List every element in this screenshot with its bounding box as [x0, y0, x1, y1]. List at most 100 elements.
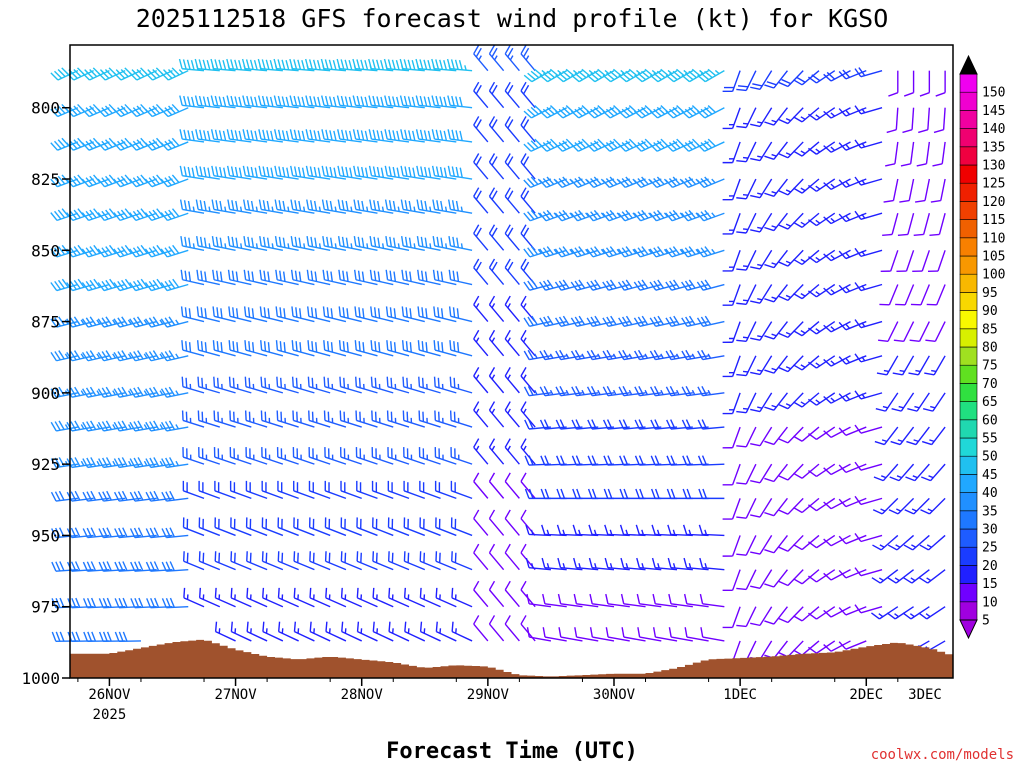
wind-barb: [919, 70, 931, 97]
wind-barb: [570, 246, 599, 258]
wind-barb: [431, 165, 457, 180]
colorbar-swatch: [959, 201, 978, 220]
wind-barb: [324, 517, 347, 537]
colorbar-label: 5: [982, 614, 990, 629]
wind-barb: [892, 355, 915, 376]
wind-barb: [258, 165, 283, 180]
wind-barb: [891, 392, 915, 412]
wind-barb: [277, 621, 299, 642]
y-tick-label: 950: [31, 526, 60, 545]
wind-barb: [244, 410, 268, 428]
wind-barb: [696, 138, 725, 152]
wind-barb: [910, 284, 930, 306]
wind-barb: [242, 95, 268, 109]
wind-barb: [750, 355, 773, 376]
wind-barb: [246, 621, 268, 642]
wind-barb: [854, 353, 883, 363]
wind-barb: [447, 95, 473, 109]
colorbar-swatch: [959, 474, 978, 493]
wind-barb: [212, 306, 236, 323]
wind-barb: [736, 70, 757, 92]
wind-barb: [293, 480, 315, 500]
wind-barb: [885, 141, 899, 167]
wind-barb: [261, 517, 284, 537]
wind-barb: [473, 116, 489, 143]
colorbar-label: 45: [982, 468, 998, 483]
wind-barb: [854, 495, 883, 506]
wind-barb: [504, 615, 520, 642]
wind-barb: [893, 321, 915, 342]
wind-barb: [554, 176, 583, 189]
wind-barb: [179, 95, 205, 109]
wind-barb: [447, 199, 473, 214]
wind-barb: [541, 557, 567, 571]
wind-barb: [160, 103, 189, 118]
colorbar-swatch: [959, 419, 978, 439]
wind-barb: [750, 141, 773, 162]
wind-barb: [722, 212, 741, 235]
wind-barb: [764, 70, 788, 89]
wind-barb: [793, 178, 820, 194]
wind-barb: [340, 587, 362, 608]
wind-barb: [722, 141, 741, 164]
wind-barb: [793, 392, 820, 408]
wind-barb: [356, 517, 378, 537]
wind-barb: [897, 213, 915, 237]
wind-barb: [340, 551, 362, 571]
wind-barb: [736, 107, 757, 129]
wind-barb: [289, 95, 315, 109]
wind-barb: [353, 165, 378, 180]
wind-barb: [198, 587, 221, 608]
wind-barb: [736, 178, 757, 200]
wind-barb: [573, 557, 599, 571]
colorbar-swatch: [959, 219, 978, 239]
wind-barb: [97, 244, 126, 258]
colorbar-swatch: [959, 164, 978, 184]
colorbar-swatch: [959, 310, 978, 330]
wind-barb: [488, 615, 505, 642]
wind-barb: [183, 551, 205, 571]
wind-barb: [602, 246, 630, 258]
wind-barb: [488, 472, 505, 499]
wind-barb: [589, 627, 615, 642]
wind-barb: [617, 176, 646, 189]
credit-text: coolwx.com/models: [871, 747, 1014, 763]
wind-barb: [906, 426, 930, 446]
wind-barb: [81, 316, 110, 328]
wind-barb: [588, 524, 615, 537]
wind-barb: [66, 278, 94, 292]
wind-barb: [50, 208, 79, 222]
wind-barb: [520, 187, 536, 214]
wind-barb: [823, 212, 851, 225]
colorbar-swatch: [959, 565, 978, 584]
wind-barb: [736, 321, 757, 343]
wind-barb: [228, 340, 252, 357]
wind-barb: [886, 606, 914, 620]
wind-barb: [520, 401, 536, 428]
wind-barb: [355, 447, 378, 465]
wind-barb: [696, 315, 725, 327]
wind-barb: [305, 95, 331, 109]
wind-barb: [451, 621, 473, 642]
wind-barb: [182, 517, 205, 537]
wind-barb: [854, 390, 883, 400]
wind-barb: [680, 209, 709, 222]
colorbar-swatch: [959, 182, 978, 202]
wind-barb: [290, 199, 315, 214]
wind-barb: [722, 355, 741, 378]
wind-barb: [750, 426, 773, 447]
wind-barb: [696, 209, 725, 222]
wind-barb: [276, 410, 299, 428]
wind-barb: [854, 176, 883, 186]
wind-barb: [50, 350, 79, 362]
wind-barb: [419, 587, 441, 608]
wind-barb: [356, 551, 378, 571]
wind-barb: [750, 497, 773, 518]
wind-barb: [259, 269, 284, 286]
colorbar: 5 10 15 20 25 30 35 40 45 50 55 60 65 70 75 80 85 90 95 100…: [959, 54, 1005, 640]
wind-barb: [764, 392, 788, 411]
wind-barb: [325, 621, 347, 642]
wind-barb: [589, 593, 615, 608]
wind-barb: [838, 606, 867, 616]
wind-barb: [488, 116, 505, 143]
